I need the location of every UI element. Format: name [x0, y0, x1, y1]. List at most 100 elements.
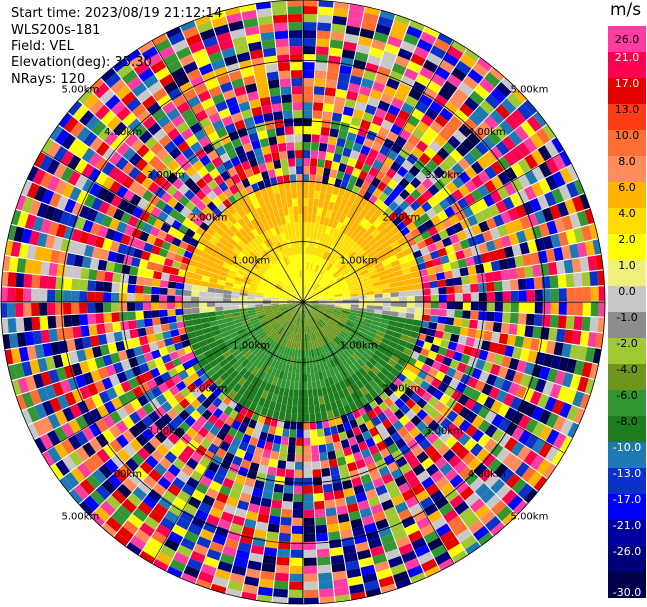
- velocity-cell: [89, 490, 105, 506]
- velocity-cell: [95, 484, 111, 500]
- velocity-cell: [573, 408, 585, 424]
- velocity-cell: [191, 313, 201, 320]
- velocity-cell: [207, 443, 219, 455]
- velocity-cell: [361, 230, 371, 240]
- velocity-cell: [410, 366, 421, 376]
- velocity-cell: [167, 309, 176, 317]
- velocity-cell: [523, 99, 537, 115]
- velocity-cell: [524, 153, 539, 170]
- velocity-cell: [168, 322, 178, 331]
- velocity-cell: [306, 270, 310, 279]
- velocity-cell: [332, 327, 341, 334]
- velocity-cell: [380, 240, 390, 250]
- velocity-cell: [303, 302, 306, 310]
- velocity-cell: [330, 316, 339, 322]
- velocity-cell: [320, 280, 328, 287]
- velocity-cell: [459, 267, 469, 277]
- velocity-cell: [411, 325, 421, 333]
- velocity-cell: [358, 307, 367, 312]
- velocity-cell: [348, 9, 364, 21]
- velocity-cell: [444, 101, 459, 115]
- velocity-cell: [392, 20, 409, 33]
- velocity-cell: [143, 294, 152, 302]
- velocity-cell: [416, 451, 429, 464]
- velocity-cell: [380, 367, 390, 377]
- velocity-cell: [288, 597, 303, 604]
- velocity-cell: [511, 244, 522, 257]
- velocity-cell: [312, 477, 323, 486]
- velocity-cell: [538, 409, 552, 425]
- velocity-cell: [296, 437, 303, 446]
- velocity-cell: [303, 365, 307, 374]
- velocity-cell: [432, 389, 444, 401]
- velocity-cell: [306, 278, 310, 287]
- velocity-cell: [313, 340, 318, 349]
- velocity-cell: [447, 341, 458, 351]
- velocity-cell: [309, 291, 316, 298]
- velocity-cell: [567, 422, 579, 439]
- velocity-cell: [486, 292, 495, 302]
- velocity-cell: [382, 185, 394, 196]
- velocity-cell: [418, 268, 429, 277]
- velocity-cell: [137, 447, 151, 461]
- velocity-cell: [287, 158, 296, 167]
- velocity-cell: [312, 110, 323, 119]
- velocity-cell: [256, 472, 267, 482]
- velocity-cell: [303, 302, 309, 309]
- velocity-cell: [489, 145, 504, 161]
- velocity-cell: [319, 403, 327, 413]
- velocity-cell: [201, 398, 212, 409]
- velocity-cell: [531, 364, 543, 378]
- velocity-cell: [183, 289, 192, 297]
- velocity-cell: [218, 381, 229, 392]
- velocity-cell: [215, 293, 224, 298]
- velocity-cell: [248, 402, 258, 412]
- velocity-cell: [311, 126, 321, 135]
- velocity-cell: [284, 182, 291, 192]
- velocity-cell: [215, 288, 224, 294]
- velocity-cell: [317, 564, 332, 574]
- velocity-cell: [299, 365, 303, 374]
- velocity-cell: [105, 495, 121, 511]
- velocity-cell: [102, 443, 117, 459]
- velocity-cell: [588, 223, 599, 240]
- velocity-cell: [336, 423, 345, 434]
- velocity-cell: [372, 218, 382, 229]
- velocity-cell: [352, 526, 366, 537]
- velocity-cell: [247, 330, 256, 337]
- velocity-cell: [308, 333, 312, 342]
- colorbar-label: 1.0: [618, 259, 636, 272]
- velocity-cell: [304, 286, 307, 295]
- velocity-cell: [414, 295, 423, 302]
- velocity-cell: [303, 198, 309, 207]
- velocity-cell: [309, 262, 314, 272]
- velocity-cell: [305, 309, 308, 318]
- velocity-cell: [50, 464, 64, 480]
- velocity-cell: [462, 247, 473, 258]
- velocity-cell: [360, 473, 372, 485]
- velocity-cell: [419, 94, 433, 107]
- velocity-cell: [376, 222, 386, 233]
- velocity-cell: [258, 505, 271, 516]
- velocity-cell: [401, 102, 415, 115]
- velocity-cell: [313, 331, 318, 340]
- velocity-cell: [299, 230, 303, 239]
- velocity-cell: [207, 403, 218, 414]
- velocity-cell: [363, 481, 375, 492]
- velocity-cell: [270, 450, 280, 460]
- velocity-cell: [186, 382, 198, 393]
- velocity-cell: [314, 372, 320, 381]
- velocity-cell: [303, 485, 313, 494]
- velocity-cell: [398, 302, 407, 308]
- velocity-cell: [407, 438, 419, 451]
- velocity-cell: [394, 398, 405, 409]
- velocity-cell: [432, 203, 444, 215]
- velocity-cell: [316, 363, 322, 373]
- velocity-cell: [399, 200, 410, 211]
- velocity-cell: [359, 239, 369, 249]
- velocity-cell: [119, 463, 134, 478]
- velocity-cell: [235, 364, 245, 374]
- velocity-cell: [581, 271, 591, 287]
- velocity-cell: [311, 445, 319, 454]
- velocity-cell: [271, 350, 278, 359]
